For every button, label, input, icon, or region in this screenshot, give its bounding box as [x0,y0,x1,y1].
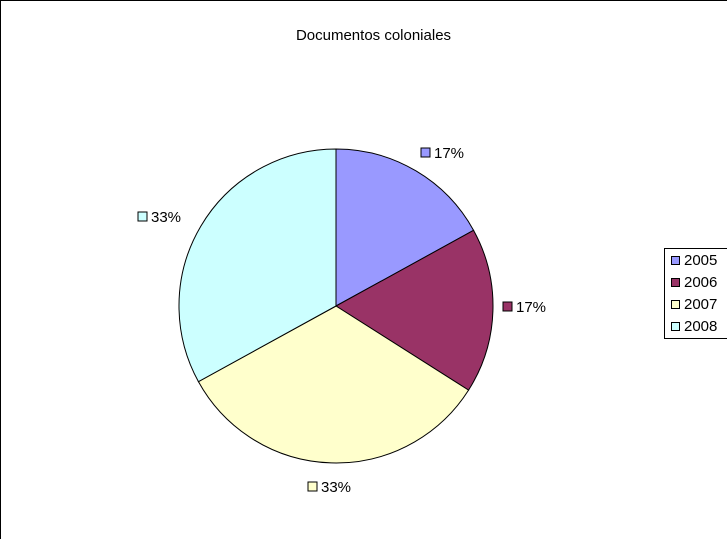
legend-swatch-2005 [671,256,680,265]
pie-slice-2005 [335,148,475,307]
data-label-text-2008: 33% [151,209,181,226]
legend-swatch-2007 [671,300,680,309]
data-label-key-2007 [307,481,318,492]
legend-label-2005: 2005 [684,252,718,269]
legend-swatch-2006 [671,278,680,287]
data-label-2007: 33% [307,479,351,496]
data-label-key-2005 [420,147,431,158]
legend-swatch-2008 [671,322,680,331]
pie-slice-2007 [197,305,470,464]
legend-label-2008: 2008 [684,318,718,335]
data-label-key-2008 [137,211,148,222]
legend-label-2007: 2007 [684,296,718,313]
legend: 2005 2006 2007 2008 [664,248,727,339]
legend-item-2007: 2007 [665,296,727,316]
pie-slice-2008 [178,148,337,383]
data-label-2005: 17% [420,145,464,162]
legend-item-2006: 2006 [665,274,727,294]
data-label-2006: 17% [502,299,546,316]
data-label-text-2006: 17% [516,299,546,316]
legend-item-2005: 2005 [665,252,727,272]
data-label-text-2005: 17% [434,145,464,162]
data-label-2008: 33% [137,209,181,226]
pie-slice-2006 [335,229,494,391]
data-label-text-2007: 33% [321,479,351,496]
data-label-key-2006 [502,301,513,312]
chart-title: Documentos coloniales [295,27,452,44]
legend-label-2006: 2006 [684,274,718,291]
legend-item-2008: 2008 [665,318,727,338]
